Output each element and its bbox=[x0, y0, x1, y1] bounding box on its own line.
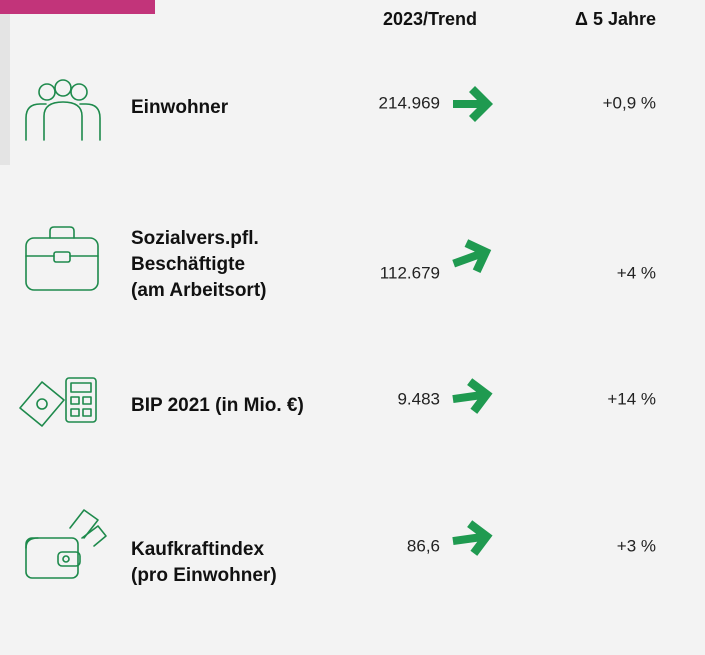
row-change: +14 % bbox=[607, 389, 656, 408]
row-change: +0,9 % bbox=[603, 93, 656, 112]
row-value: 9.483 bbox=[397, 389, 440, 408]
column-header: 2023/Trend bbox=[383, 9, 477, 29]
trend-arrow bbox=[452, 520, 493, 556]
trend-arrow bbox=[452, 239, 492, 274]
trend-arrow bbox=[452, 378, 493, 414]
row-value: 86,6 bbox=[407, 536, 440, 555]
people-icon bbox=[25, 79, 101, 141]
row-label: BIP 2021 (in Mio. €) bbox=[131, 395, 304, 416]
row-label: Sozialvers.pfl. bbox=[131, 228, 259, 249]
column-header: Δ 5 Jahre bbox=[575, 9, 656, 29]
row-label: (am Arbeitsort) bbox=[131, 280, 266, 301]
side-strip bbox=[0, 0, 10, 165]
trend-arrow bbox=[453, 86, 493, 122]
row-value: 214.969 bbox=[379, 93, 440, 112]
row-label: Kaufkraftindex bbox=[131, 539, 264, 560]
briefcase-icon bbox=[25, 226, 99, 291]
row-label: Beschäftigte bbox=[131, 254, 245, 275]
row-change: +3 % bbox=[617, 536, 656, 555]
wallet-icon bbox=[25, 509, 107, 579]
money-icon bbox=[19, 377, 97, 427]
row-change: +4 % bbox=[617, 263, 656, 282]
row-label: (pro Einwohner) bbox=[131, 565, 277, 586]
row-value: 112.679 bbox=[380, 263, 440, 282]
row-label: Einwohner bbox=[131, 97, 229, 118]
accent-bar bbox=[0, 0, 155, 14]
